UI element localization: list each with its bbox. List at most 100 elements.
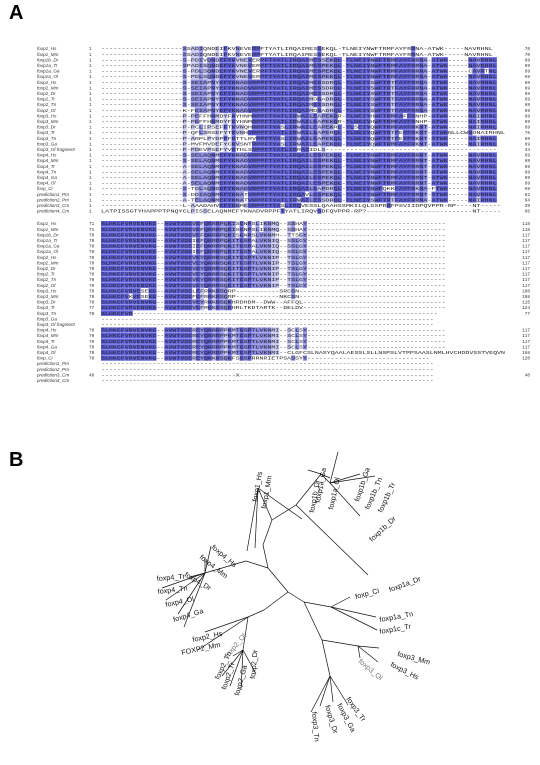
residue-shade: [329, 163, 334, 169]
residue-shade: [443, 186, 448, 192]
residue-shade: [188, 271, 193, 277]
residue-shade: [190, 146, 195, 153]
residue-shade: [251, 282, 256, 288]
sequence-name: prediction3_Cm: [36, 372, 69, 377]
residue-shade: [251, 146, 257, 153]
residue-shade: [492, 158, 497, 164]
residue-shade: [104, 237, 109, 244]
residue-shade: [247, 191, 253, 197]
residue-shade: [194, 180, 199, 186]
residue-shade: [219, 202, 224, 209]
residue-shade: [215, 226, 220, 232]
residue-shade: [168, 293, 173, 300]
residue-shade: [287, 333, 292, 339]
residue-shade: [182, 124, 187, 130]
residue-shade: [271, 344, 276, 350]
residue-shade: [231, 113, 236, 119]
residue-shade: [333, 118, 338, 125]
residue-shade: [207, 124, 212, 130]
residue-shade: [243, 158, 248, 164]
residue-shade: [198, 180, 204, 186]
residue-shade: [260, 169, 265, 175]
residue-shade: [207, 90, 212, 97]
residue-shade: [480, 79, 485, 85]
residue-shade: [104, 310, 109, 316]
residue-shade: [223, 62, 228, 69]
residue-shade: [386, 74, 391, 80]
residue-shade: [362, 197, 367, 203]
residue-shade: [215, 152, 220, 158]
residue-shade: [259, 265, 264, 272]
residue-shade: [443, 197, 448, 203]
sequence-text: SLHKCFVRVENVKG--AVWTVDEIEFQKRRPQKITGSPAL…: [101, 245, 446, 250]
residue-shade: [176, 249, 181, 255]
residue-shade: [267, 349, 272, 356]
residue-shade: [398, 124, 404, 130]
residue-shade: [484, 169, 489, 175]
residue-shade: [423, 96, 428, 102]
residue-shade: [349, 124, 355, 130]
sequence-name: foxp2_Hs: [37, 80, 57, 85]
residue-shade: [271, 349, 276, 356]
residue-shade: [211, 243, 216, 249]
residue-shade: [276, 102, 281, 108]
residue-shade: [431, 68, 436, 74]
residue-shade: [132, 260, 137, 266]
residue-shade: [476, 152, 481, 158]
sequence-name: foxp2_Tn: [37, 277, 57, 282]
sequence-start: 1: [89, 70, 92, 75]
residue-shade: [337, 102, 342, 108]
residue-shade: [219, 158, 224, 164]
residue-shade: [247, 232, 252, 238]
residue-shade: [394, 135, 399, 141]
residue-shade: [223, 124, 228, 130]
residue-shade: [101, 277, 106, 283]
residue-shade: [303, 265, 308, 272]
residue-shade: [247, 180, 253, 186]
residue-shade: [398, 152, 404, 158]
residue-shade: [362, 85, 367, 91]
residue-shade: [354, 62, 359, 69]
tree-branch: [329, 675, 349, 706]
residue-shade: [476, 68, 481, 74]
residue-shade: [223, 293, 228, 300]
residue-shade: [190, 57, 195, 63]
residue-shade: [305, 152, 310, 158]
residue-shade: [394, 107, 399, 113]
residue-shade: [256, 197, 261, 203]
residue-shade: [415, 186, 420, 192]
residue-shade: [370, 102, 375, 108]
residue-shade: [231, 249, 236, 255]
residue-shade: [386, 96, 391, 102]
residue-shade: [309, 186, 314, 192]
residue-shade: [223, 152, 228, 158]
residue-shade: [184, 226, 189, 232]
sequence-start: 70: [89, 351, 95, 356]
sequence-text: --------------------S-TDLSQNDEFYKNADVRPP…: [101, 187, 497, 192]
residue-shade: [349, 191, 355, 197]
residue-shade: [292, 135, 297, 141]
residue-shade: [402, 174, 408, 181]
sequence-text: --------------------A-SELAQNMEFYKNADVRPP…: [101, 176, 497, 181]
residue-shade: [260, 186, 265, 192]
residue-shade: [219, 221, 224, 227]
residue-shade: [333, 102, 338, 108]
residue-shade: [124, 299, 129, 305]
residue-shade: [329, 62, 334, 69]
residue-shade: [313, 62, 318, 69]
residue-shade: [358, 141, 363, 147]
residue-shade: [488, 163, 493, 169]
residue-shade: [288, 135, 293, 141]
residue-shade: [211, 102, 216, 108]
residue-shade: [492, 163, 497, 169]
residue-shade: [275, 221, 280, 227]
residue-shade: [305, 85, 310, 91]
residue-shade: [239, 57, 244, 63]
residue-shade: [390, 68, 395, 74]
residue-shade: [291, 288, 296, 294]
residue-shade: [366, 169, 371, 175]
residue-shade: [276, 79, 281, 85]
residue-shade: [112, 282, 117, 288]
residue-shade: [132, 293, 137, 300]
sequence-residues: [182, 174, 497, 181]
